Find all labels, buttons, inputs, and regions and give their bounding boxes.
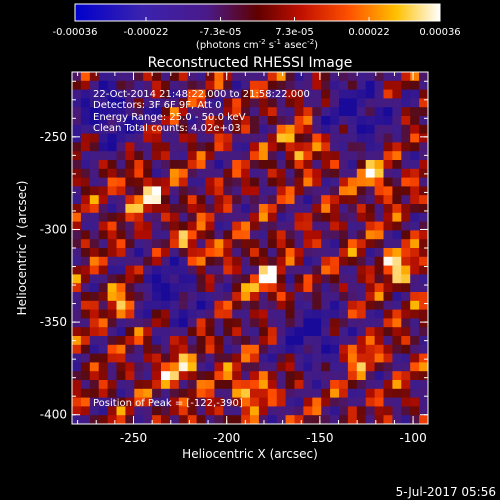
y-tick-label: -400 (40, 408, 67, 422)
colorbar-ticks: -0.00036 -0.00022 -7.3e-05 7.3e-05 0.00022 0.… (53, 17, 461, 38)
x-tick-label: -100 (399, 431, 426, 445)
colorbar-tick-label: 0.00036 (419, 27, 460, 38)
annotation-algorithm: Clean Total counts: 4.02e+03 (93, 123, 241, 134)
y-tick-label: -300 (40, 222, 67, 236)
colorbar-tick-label: 0.00022 (348, 27, 389, 38)
chart-title: Reconstructed RHESSI Image (148, 55, 353, 71)
annotation-time: 22-Oct-2014 21:48:22.000 to 21:58:22.000 (93, 89, 310, 100)
colorbar-tick-label: 7.3e-05 (275, 27, 313, 38)
axes: -250 -200 -150 -100 -250 -300 -350 -400 (40, 72, 428, 445)
colorbar-gradient (74, 3, 441, 22)
y-axis-label: Heliocentric Y (arcsec) (15, 181, 29, 316)
colorbar: -0.00036 -0.00022 -7.3e-05 7.3e-05 0.00022 0.… (53, 3, 461, 51)
colorbar-tick-label: -7.3e-05 (199, 27, 241, 38)
colorbar-unit-label: (photons cm-2 s-1 asec-2) (196, 38, 318, 51)
colorbar-tick-label: -0.00022 (123, 27, 168, 38)
x-tick-label: -250 (120, 431, 147, 445)
y-tick-label: -350 (40, 315, 67, 329)
x-tick-label: -200 (213, 431, 240, 445)
footer-date: 5-Jul-2017 05:56 (396, 485, 496, 499)
y-tick-label: -250 (40, 130, 67, 144)
annotation-detectors: Detectors: 3F 6F 9F, Att 0 (93, 100, 221, 111)
x-axis-label: Heliocentric X (arcsec) (182, 447, 318, 461)
heatmap-image (72, 72, 428, 424)
annotation-energy: Energy Range: 25.0 - 50.0 keV (93, 112, 246, 123)
annotation-peak: Position of Peak = [-122,-390] (93, 398, 243, 409)
x-tick-label: -150 (306, 431, 333, 445)
annotation-block: 22-Oct-2014 21:48:22.000 to 21:58:22.000… (93, 89, 310, 409)
colorbar-tick-label: -0.00036 (53, 27, 98, 38)
